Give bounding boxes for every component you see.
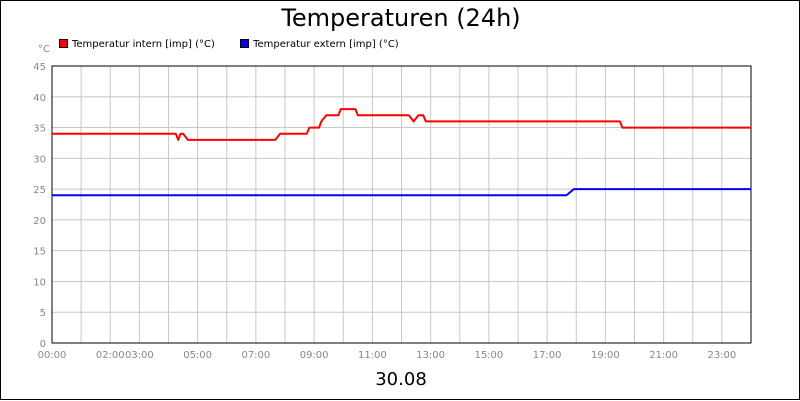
x-tick-label: 07:00 xyxy=(241,350,270,361)
x-tick-label: 13:00 xyxy=(416,350,445,361)
y-tick-label: 10 xyxy=(33,277,46,288)
y-tick-label: 0 xyxy=(40,339,46,350)
x-tick-label: 23:00 xyxy=(707,350,736,361)
x-tick-label: 02:00 xyxy=(96,350,125,361)
x-tick-label: 11:00 xyxy=(358,350,387,361)
series-line-extern xyxy=(52,188,751,197)
y-tick-label: 5 xyxy=(40,308,46,319)
x-tick-label: 19:00 xyxy=(591,350,620,361)
y-unit-label: °C xyxy=(38,44,50,55)
y-tick-label: 15 xyxy=(33,247,46,258)
legend: Temperatur intern [imp] (°C) Temperatur … xyxy=(59,39,421,50)
y-tick-label: 25 xyxy=(33,185,46,196)
y-tick-label: 35 xyxy=(33,124,46,135)
legend-swatch-intern xyxy=(59,39,68,48)
y-tick-label: 40 xyxy=(33,93,46,104)
legend-label-extern: Temperatur extern [imp] (°C) xyxy=(253,39,399,50)
y-tick-label: 45 xyxy=(33,62,46,73)
x-tick-label: 00:00 xyxy=(38,350,67,361)
x-tick-label: 17:00 xyxy=(533,350,562,361)
y-tick-label: 20 xyxy=(33,216,46,227)
x-tick-label: 09:00 xyxy=(300,350,329,361)
legend-item-intern: Temperatur intern [imp] (°C) xyxy=(59,39,215,50)
x-tick-label: 15:00 xyxy=(474,350,503,361)
date-label: 30.08 xyxy=(375,369,427,390)
chart-title: Temperaturen (24h) xyxy=(281,4,521,32)
y-tick-label: 30 xyxy=(33,154,46,165)
x-tick-label: 21:00 xyxy=(649,350,678,361)
series-line-intern xyxy=(52,108,751,141)
legend-item-extern: Temperatur extern [imp] (°C) xyxy=(240,39,399,50)
x-tick-label: 05:00 xyxy=(183,350,212,361)
plot-border xyxy=(51,65,752,344)
legend-swatch-extern xyxy=(240,39,250,48)
legend-label-intern: Temperatur intern [imp] (°C) xyxy=(72,39,215,50)
x-tick-label: 03:00 xyxy=(125,350,154,361)
